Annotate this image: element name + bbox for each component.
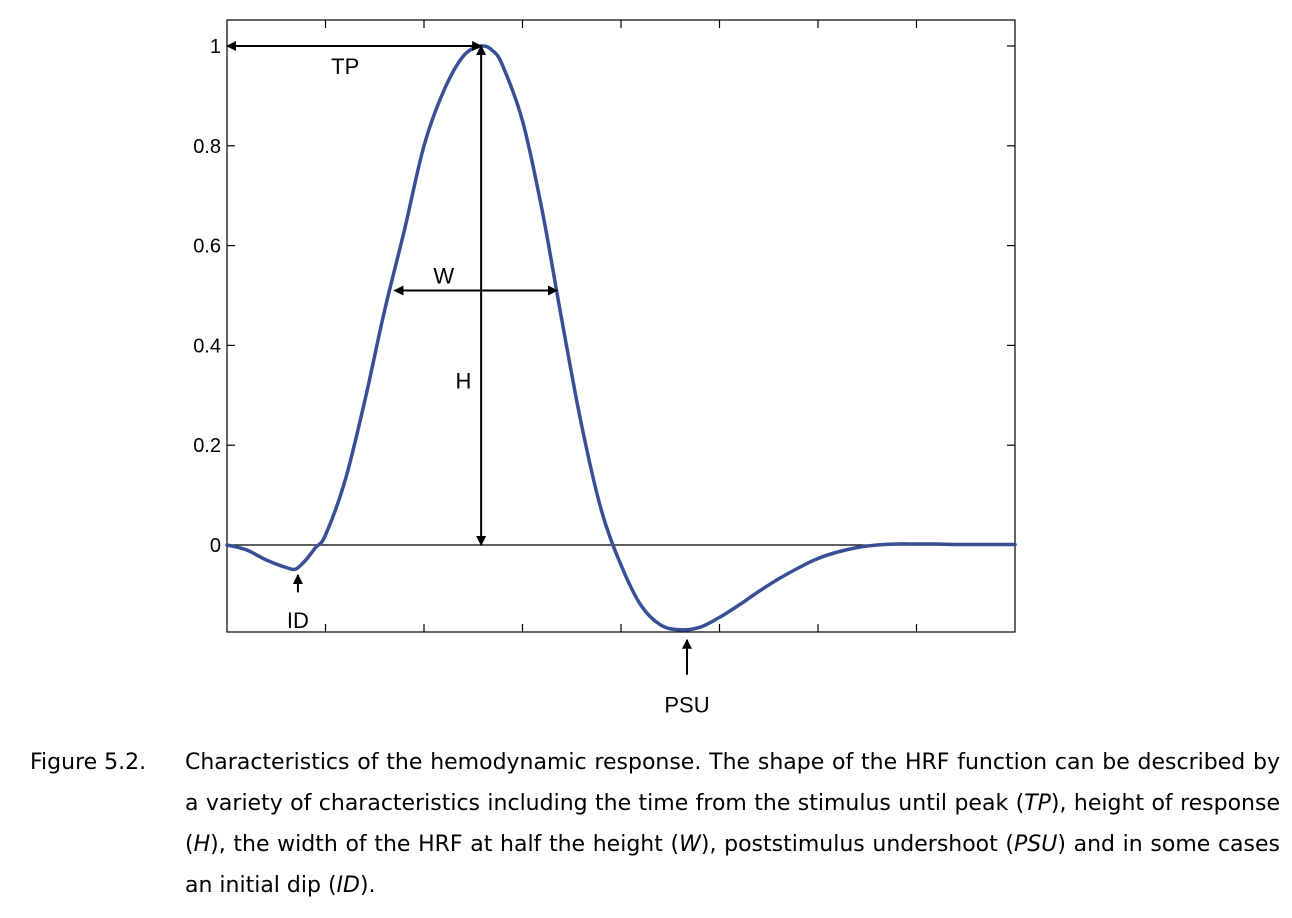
- hrf-chart: 0 0.2 0.4 0.6 0.8 1 TP H W ID PSU: [193, 19, 1017, 718]
- psu-label: PSU: [664, 693, 709, 718]
- caption-text-2: ), height of response (: [185, 791, 1280, 857]
- caption-tp: TP: [1024, 791, 1051, 816]
- x-ticks: [324, 20, 918, 632]
- caption-w: W: [679, 832, 701, 857]
- caption-text-5: ) and in some cases an initial dip (: [185, 832, 1280, 898]
- figure-caption-text: Characteristics of the hemodynamic respo…: [185, 742, 1280, 906]
- hrf-curve: [225, 44, 1017, 632]
- caption-psu: PSU: [1014, 832, 1058, 857]
- y-tick-label: 1: [210, 36, 221, 58]
- caption-text-4: ), poststimulus undershoot (: [700, 832, 1015, 857]
- w-label: W: [433, 264, 454, 289]
- caption-text-3: ), the width of the HRF at half the heig…: [210, 832, 680, 857]
- tp-label: TP: [331, 54, 359, 79]
- id-label: ID: [287, 608, 309, 633]
- y-tick-label: 0.8: [193, 136, 221, 158]
- caption-h: H: [193, 832, 211, 857]
- figure-label: Figure 5.2.: [30, 750, 147, 775]
- y-ticks: 0 0.2 0.4 0.6 0.8 1: [193, 36, 1015, 557]
- y-tick-label: 0.2: [193, 435, 221, 457]
- h-label: H: [455, 368, 471, 393]
- y-tick-label: 0.6: [193, 236, 221, 258]
- caption-text-1: Characteristics of the hemodynamic respo…: [185, 750, 1280, 816]
- annotations: TP H W ID PSU: [226, 41, 710, 718]
- y-tick-label: 0: [210, 535, 221, 557]
- caption-text-6: ).: [359, 873, 376, 898]
- caption-id: ID: [336, 873, 360, 898]
- plot-frame: [226, 19, 1016, 633]
- y-tick-label: 0.4: [193, 335, 221, 357]
